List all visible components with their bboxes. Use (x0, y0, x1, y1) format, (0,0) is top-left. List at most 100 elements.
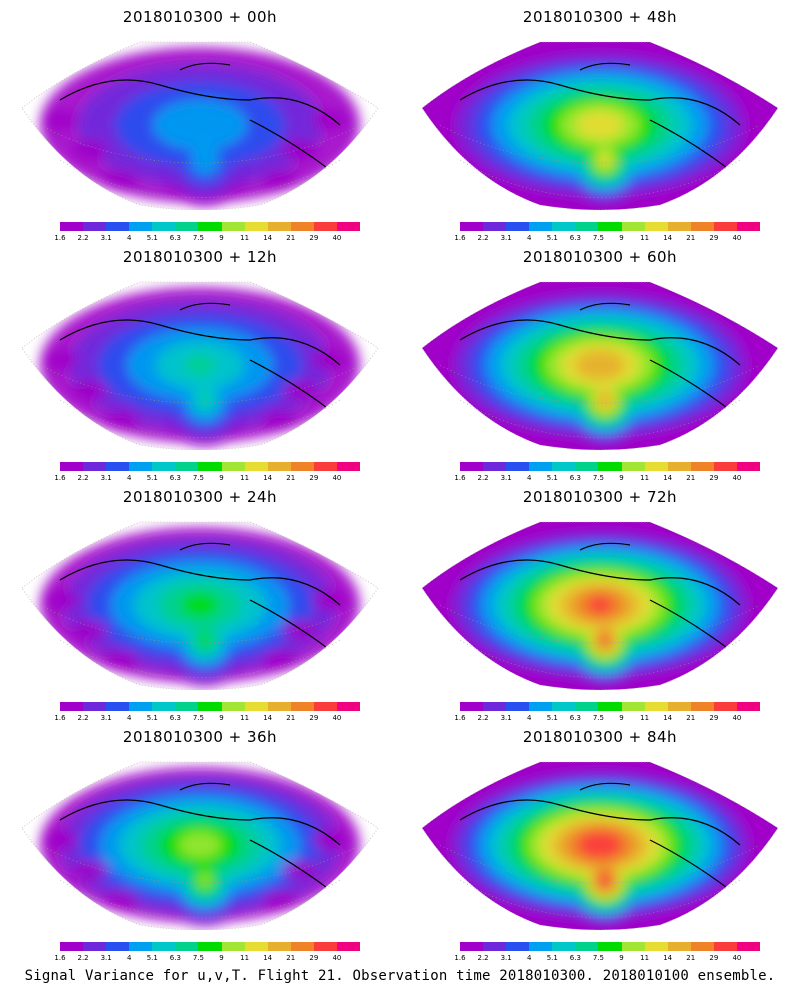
colorbar-swatch (290, 462, 314, 471)
colorbar-swatch (290, 942, 314, 951)
colorbar-tick-label: 14 (263, 714, 273, 722)
forecast-panel: 2018010300 + 24h 1.6 2.2 3.1 4 5.1 6.3 7.5 9 11 14… (0, 480, 400, 722)
colorbar-swatch (336, 222, 361, 231)
colorbar-swatch (198, 462, 222, 471)
colorbar-swatch (175, 702, 199, 711)
panel-title: 2018010300 + 12h (122, 248, 278, 266)
colorbar-tick-label: 7.5 (592, 474, 605, 482)
colorbar-swatch (506, 942, 530, 951)
colorbar-ticks: 1.6 2.2 3.1 4 5.1 6.3 7.5 9 11 14 21 29 40 (54, 234, 360, 244)
colorbar (460, 942, 761, 951)
colorbar-swatch (83, 942, 107, 951)
colorbar-swatch (152, 942, 176, 951)
colorbar-tick-label: 1.6 (454, 954, 466, 962)
colorbar-tick-label: 2.2 (77, 714, 89, 722)
colorbar-tick-label: 21 (286, 714, 296, 722)
colorbar-swatch (529, 942, 553, 951)
colorbar-swatch (483, 702, 507, 711)
colorbar-swatch (60, 702, 84, 711)
colorbar-tick-label: 11 (640, 714, 650, 722)
colorbar-tick-label: 6.3 (569, 714, 581, 722)
colorbar-swatch (175, 222, 199, 231)
colorbar-ticks: 1.6 2.2 3.1 4 5.1 6.3 7.5 9 11 14 21 29 40 (54, 714, 360, 724)
colorbar-swatch (644, 702, 668, 711)
colorbar-tick-label: 9 (219, 954, 224, 962)
colorbar-tick-label: 4 (526, 954, 532, 962)
colorbar-swatch (529, 462, 553, 471)
colorbar-tick-label: 11 (240, 474, 250, 482)
colorbar-swatch (129, 942, 153, 951)
colorbar-swatch (575, 462, 599, 471)
colorbar-swatch (713, 702, 737, 711)
colorbar-swatch (529, 702, 553, 711)
colorbar-tick-label: 11 (240, 954, 250, 962)
colorbar-swatch (690, 462, 714, 471)
colorbar-tick-label: 14 (663, 474, 673, 482)
colorbar-swatch (575, 702, 599, 711)
colorbar-swatch (244, 222, 268, 231)
colorbar-tick-label: 29 (309, 954, 319, 962)
variance-map (21, 521, 379, 690)
colorbar-tick-label: 3.1 (100, 474, 112, 482)
colorbar-tick-label: 9 (619, 714, 624, 722)
colorbar-swatch (198, 222, 222, 231)
colorbar-tick-label: 40 (732, 234, 742, 242)
colorbar-tick-label: 29 (309, 474, 319, 482)
colorbar-swatch (244, 942, 268, 951)
colorbar-tick-label: 4 (126, 954, 132, 962)
colorbar-tick-label: 21 (686, 714, 696, 722)
forecast-panel: 2018010300 + 00h 1.6 2.2 3.1 4 5.1 6.3 7.5 9 11 14… (0, 0, 400, 242)
colorbar-tick-label: 40 (732, 954, 742, 962)
colorbar-swatch (221, 942, 245, 951)
colorbar (460, 702, 761, 711)
colorbar-tick-label: 11 (640, 954, 650, 962)
colorbar-swatch (221, 702, 245, 711)
colorbar-swatch (336, 942, 361, 951)
forecast-panel: 2018010300 + 36h 1.6 2.2 3.1 4 5.1 6.3 7.5 9 11 14… (0, 720, 400, 962)
panel-title: 2018010300 + 72h (522, 488, 678, 506)
colorbar-tick-label: 2.2 (477, 954, 489, 962)
colorbar-swatch (106, 942, 130, 951)
forecast-panel: 2018010300 + 60h 1.6 2.2 3.1 4 5.1 6.3 7.5 9 11 14… (400, 240, 800, 482)
colorbar-tick-label: 14 (263, 474, 273, 482)
colorbar-swatch (529, 222, 553, 231)
colorbar-swatch (483, 942, 507, 951)
colorbar-tick-label: 21 (286, 234, 296, 242)
panel-title: 2018010300 + 00h (122, 8, 278, 26)
colorbar-swatch (460, 462, 484, 471)
figure-caption: Signal Variance for u,v,T. Flight 21. Ob… (24, 968, 776, 984)
colorbar-swatch (83, 462, 107, 471)
colorbar-swatch (106, 702, 130, 711)
colorbar (60, 462, 361, 471)
colorbar-swatch (313, 222, 337, 231)
colorbar-tick-label: 9 (619, 234, 624, 242)
colorbar-swatch (129, 702, 153, 711)
forecast-panel: 2018010300 + 84h 1.6 2.2 3.1 4 5.1 6.3 7.5 9 11 14… (400, 720, 800, 962)
colorbar-tick-label: 7.5 (192, 234, 205, 242)
colorbar-swatch (506, 222, 530, 231)
colorbar-tick-label: 7.5 (592, 954, 605, 962)
colorbar-swatch (483, 462, 507, 471)
colorbar-swatch (83, 222, 107, 231)
colorbar-swatch (552, 702, 576, 711)
colorbar-swatch (129, 462, 153, 471)
colorbar-tick-label: 7.5 (592, 714, 605, 722)
colorbar-swatch (644, 222, 668, 231)
colorbar-swatch (713, 222, 737, 231)
variance-map (421, 41, 779, 210)
colorbar-tick-label: 7.5 (192, 714, 205, 722)
colorbar-tick-label: 1.6 (454, 234, 466, 242)
colorbar-swatch (713, 942, 737, 951)
colorbar-swatch (552, 462, 576, 471)
colorbar-tick-label: 29 (709, 954, 719, 962)
colorbar-swatch (667, 702, 691, 711)
colorbar-tick-label: 6.3 (169, 474, 181, 482)
colorbar-swatch (60, 942, 84, 951)
colorbar-tick-label: 29 (309, 714, 319, 722)
colorbar-swatch (598, 702, 622, 711)
colorbar-swatch (129, 222, 153, 231)
colorbar-ticks: 1.6 2.2 3.1 4 5.1 6.3 7.5 9 11 14 21 29 40 (454, 954, 760, 964)
colorbar-swatch (736, 702, 761, 711)
colorbar-swatch (106, 462, 130, 471)
colorbar-ticks: 1.6 2.2 3.1 4 5.1 6.3 7.5 9 11 14 21 29 40 (54, 954, 360, 964)
